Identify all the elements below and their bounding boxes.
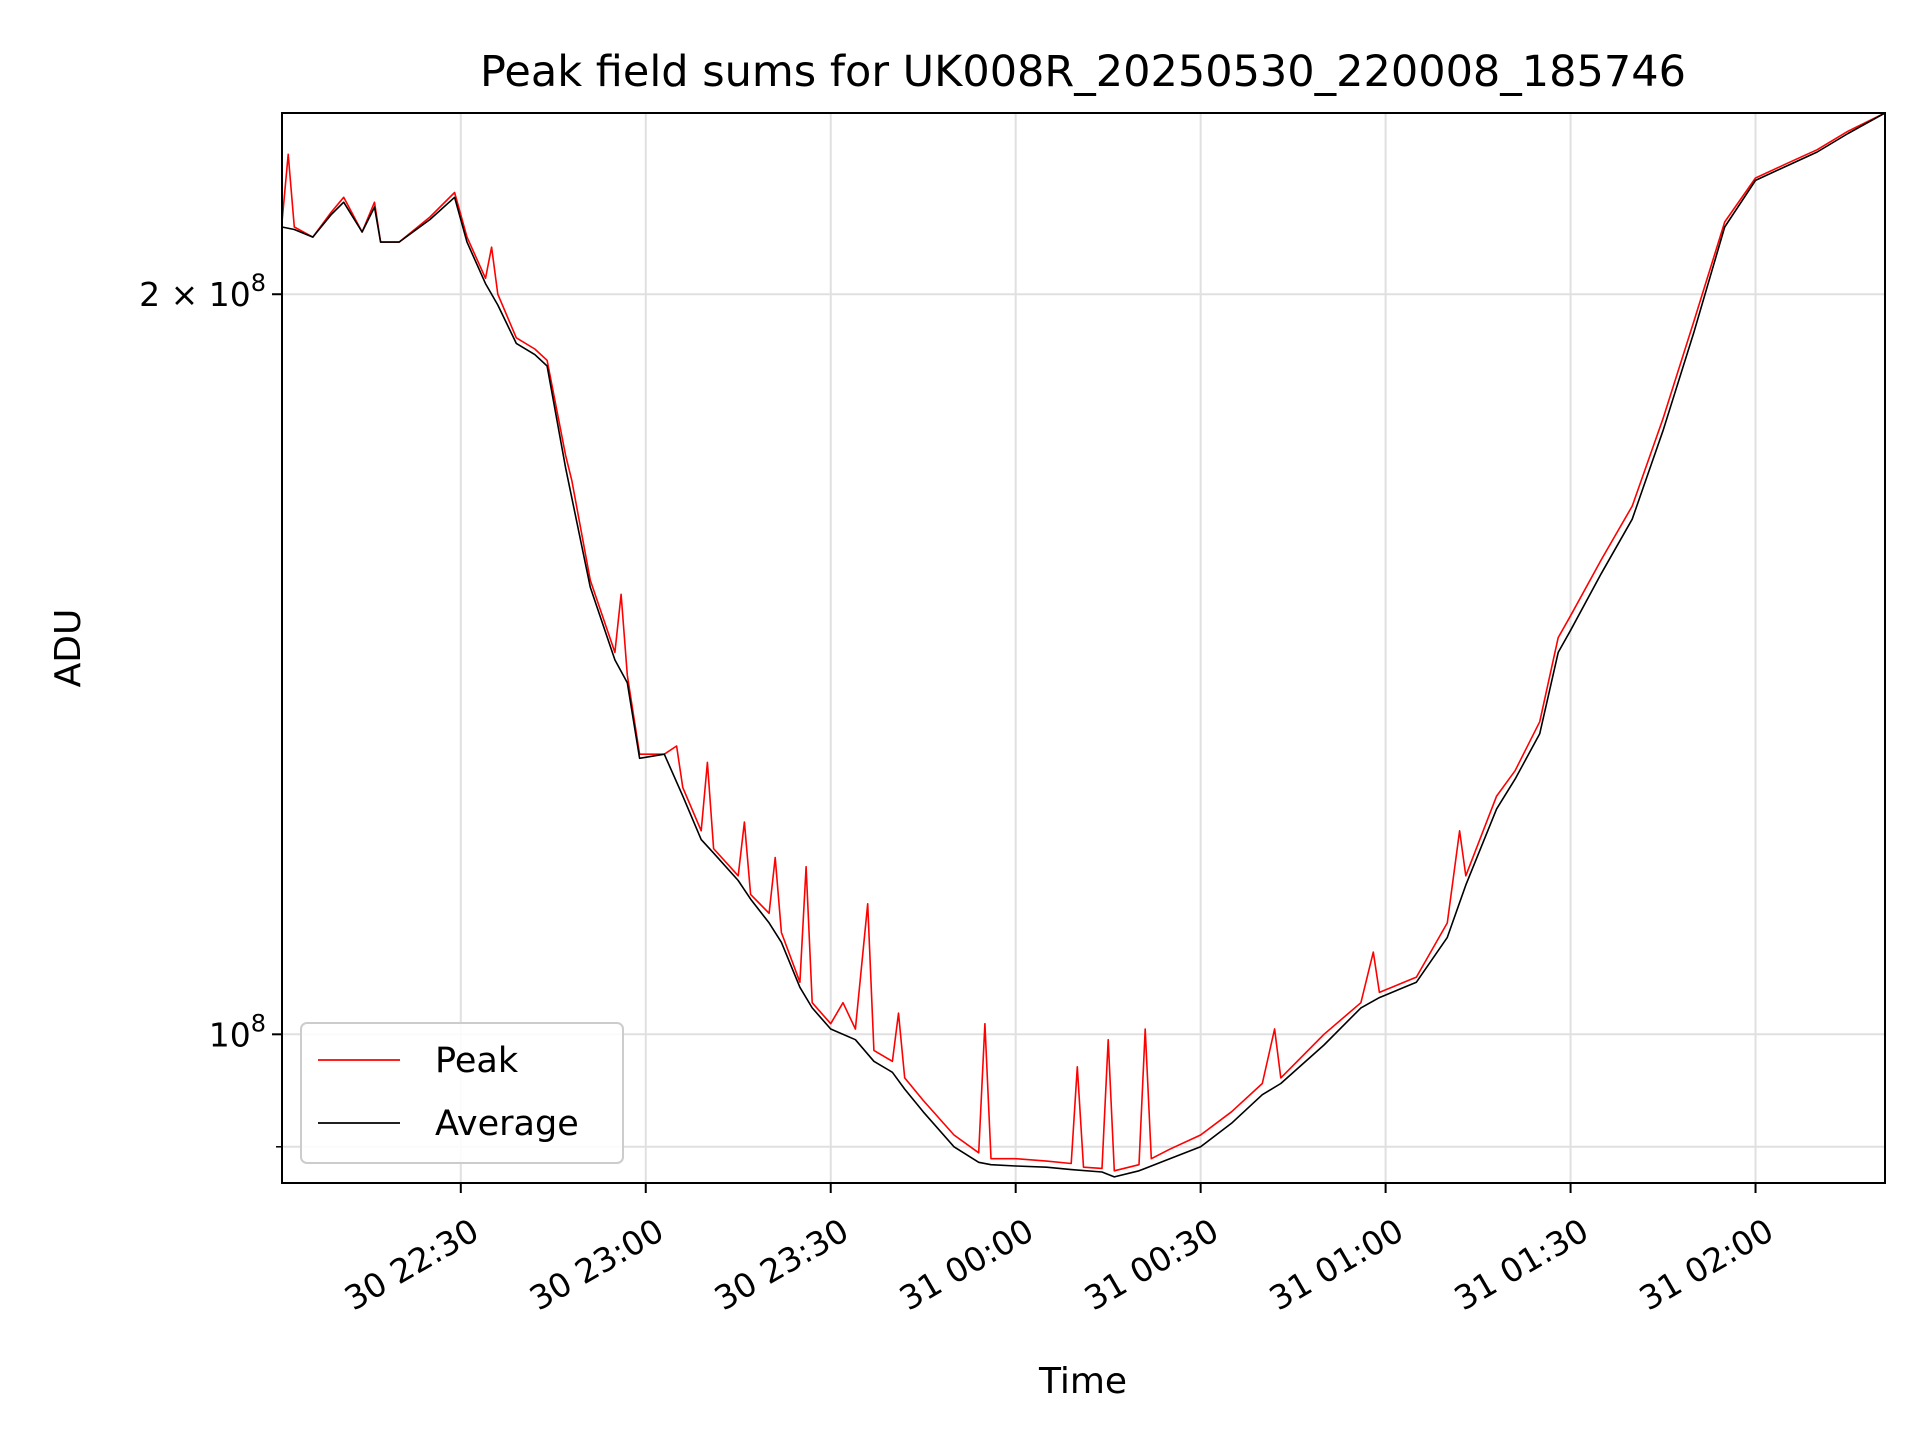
legend-label-average: Average (435, 1104, 579, 1144)
legend-box (300, 1022, 624, 1164)
legend-label-peak: Peak (435, 1041, 519, 1081)
y-tick-label: 108 (209, 1009, 266, 1054)
series-line-average (281, 112, 1886, 1178)
y-tick-label: 2 × 108 (139, 269, 266, 314)
legend: Peak Average (300, 1022, 624, 1164)
chart-title: Peak field sums for UK008R_20250530_2200… (480, 47, 1686, 97)
x-axis-label: Time (1038, 1361, 1127, 1402)
series-lines (281, 112, 1886, 1178)
y-axis-label: ADU (48, 609, 89, 688)
plot-frame (281, 112, 1886, 1184)
series-line-peak (281, 112, 1886, 1172)
